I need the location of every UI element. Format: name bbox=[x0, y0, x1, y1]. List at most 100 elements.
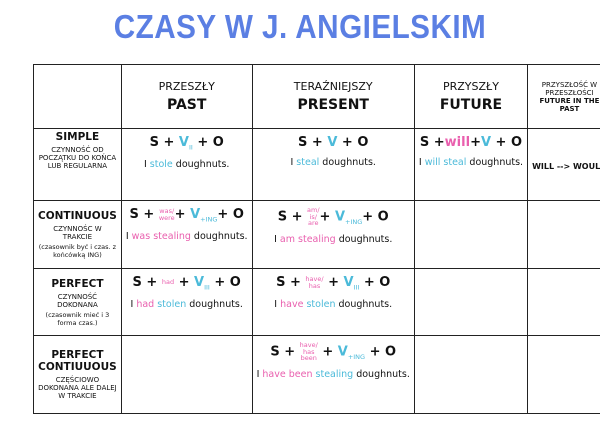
formula-cell bbox=[527, 335, 600, 414]
tense-cell: PERFECT CONTIUUOUS CZĘŚCIOWO DOKONANA ALE… bbox=[33, 335, 122, 414]
header-pl: PRZESZŁY bbox=[158, 80, 215, 93]
text-segment: I bbox=[143, 158, 150, 170]
stack-word: were bbox=[158, 213, 175, 222]
text-segment: + bbox=[323, 275, 344, 290]
stack-word: has bbox=[302, 347, 315, 356]
text-segment: I bbox=[130, 298, 137, 310]
tense-row: PERFECT CONTIUUOUS CZĘŚCIOWO DOKONANA ALE… bbox=[33, 335, 600, 414]
tense-name: CONTINUOUS bbox=[38, 210, 117, 222]
formula-cell: S +will+V + O I will steal doughnuts. bbox=[413, 128, 529, 201]
formula-cell: S + was/were + V+ING+ O I was stealing dou… bbox=[120, 200, 253, 269]
formula-cell: WILL --> WOULD bbox=[527, 128, 600, 201]
tense-name: PERFECT CONTIUUOUS bbox=[38, 349, 117, 373]
text-segment: V bbox=[337, 344, 348, 360]
text-segment: S + bbox=[270, 344, 300, 360]
header-cell: PRZESZŁY PAST bbox=[120, 64, 253, 129]
formula: S + was/were + V+ING+ O bbox=[126, 207, 248, 224]
tense-row: SIMPLE CZYNNOŚĆ OD POCZĄTKU DO KOŃCA LUB … bbox=[33, 128, 600, 201]
title: CZASY W J. ANGIELSKIM bbox=[113, 8, 487, 45]
text-segment: V bbox=[194, 275, 205, 290]
tense-desc: CZĘŚCIOWO DOKONANA ALE DALEJ W TRAKCIE bbox=[38, 376, 117, 400]
text-segment: I bbox=[290, 157, 297, 168]
stacked-words: had bbox=[162, 279, 174, 286]
example: I was stealing doughnuts. bbox=[126, 230, 248, 243]
text-segment: stolen bbox=[306, 298, 336, 310]
text-segment: + O bbox=[491, 135, 523, 150]
text-segment: + O bbox=[362, 209, 389, 225]
formula-cell: S + have/has + VIII + O I have stolen dou… bbox=[251, 268, 415, 336]
text-segment: S + bbox=[276, 275, 306, 290]
text-segment: + O bbox=[359, 275, 391, 290]
text-segment: will steal bbox=[424, 157, 467, 168]
header-cell: PRZYSZŁY FUTURE bbox=[413, 64, 529, 129]
text-segment: doughnuts. bbox=[353, 368, 410, 380]
header-en: PRESENT bbox=[297, 97, 369, 113]
tense-note: (czasownik mieć i 3 forma czas.) bbox=[45, 310, 110, 327]
text-segment: V bbox=[327, 135, 338, 150]
example: I stole doughnuts. bbox=[126, 158, 248, 171]
text-segment: doughnuts. bbox=[335, 233, 393, 245]
tense-cell: SIMPLE CZYNNOŚĆ OD POCZĄTKU DO KOŃCA LUB … bbox=[33, 128, 122, 201]
example: I am stealing doughnuts. bbox=[257, 233, 410, 246]
subscript: +ING bbox=[345, 217, 363, 226]
text-segment: doughnuts. bbox=[172, 158, 230, 170]
subscript: III bbox=[204, 283, 210, 292]
header-cell: PRZYSZŁOŚĆ W PRZESZŁOŚCI FUTURE IN THE PA… bbox=[527, 64, 600, 129]
text-segment: stole bbox=[149, 158, 173, 170]
stack-word: was/ bbox=[159, 207, 175, 215]
text-segment: WILL --> WOULD bbox=[532, 162, 600, 171]
formula: S + am/is/are + V+ING+ O bbox=[257, 207, 410, 227]
formula-cell: S + am/is/are + V+ING+ O I am stealing dou… bbox=[251, 200, 415, 269]
text-segment: I bbox=[274, 298, 281, 310]
tense-desc: CZYNNOŚC W TRAKCIE bbox=[53, 225, 102, 241]
stack-word: have/ bbox=[305, 275, 324, 283]
text-segment: have been bbox=[262, 368, 313, 380]
formula: S + VII + O bbox=[126, 135, 248, 152]
stack-word: are bbox=[308, 219, 319, 227]
example: I will steal doughnuts. bbox=[419, 156, 523, 169]
formula-cell: S + have/has been + V+ING + O I have been … bbox=[251, 335, 415, 414]
header-pl: PRZYSZŁOŚĆ W PRZESZŁOŚCI bbox=[541, 80, 598, 97]
text-segment: I bbox=[418, 157, 425, 168]
stack-word: had bbox=[161, 278, 175, 287]
formula-cell bbox=[413, 335, 529, 414]
text-segment: + O bbox=[217, 207, 244, 222]
text-segment: V bbox=[190, 207, 201, 222]
subscript: III bbox=[353, 283, 360, 292]
example: I have been stealing doughnuts. bbox=[257, 368, 410, 381]
tense-name: SIMPLE bbox=[55, 131, 100, 143]
text-segment: V bbox=[334, 209, 345, 225]
tense-cell: PERFECT CZYNNOŚĆ DOKONANA (czasownik mieć … bbox=[33, 268, 122, 336]
subscript: +ING bbox=[200, 215, 218, 224]
stacked-words: have/has bbox=[305, 276, 323, 289]
text-segment: + bbox=[174, 207, 191, 222]
header-row: PRZESZŁY PAST TERAŹNIEJSZY PRESENT PRZYSZŁY F… bbox=[33, 64, 600, 129]
text-segment: S + bbox=[149, 135, 179, 150]
example: I steal doughnuts. bbox=[257, 156, 410, 169]
formula-cell bbox=[413, 268, 529, 336]
text-segment: stolen bbox=[157, 298, 187, 310]
text-segment: V bbox=[178, 135, 189, 150]
text-segment: stealing bbox=[315, 368, 354, 380]
stack-word: is/ bbox=[309, 212, 317, 221]
text-segment: doughnuts. bbox=[186, 298, 243, 310]
text-segment: V bbox=[480, 135, 492, 150]
formula: S + V + O bbox=[257, 135, 410, 150]
tense-name: PERFECT bbox=[51, 277, 104, 290]
text-segment: + bbox=[317, 344, 338, 360]
tense-desc: CZYNNOŚĆ OD POCZĄTKU DO KOŃCA LUB REGULA… bbox=[38, 146, 117, 170]
text-segment: + bbox=[174, 275, 195, 290]
text-segment: have bbox=[280, 298, 304, 310]
text-segment: S + bbox=[277, 209, 307, 225]
text-segment: I bbox=[274, 233, 280, 245]
text-segment: + O bbox=[337, 135, 369, 150]
rule: WILL --> WOULD bbox=[532, 162, 600, 171]
subscript: +ING bbox=[347, 352, 366, 361]
text-segment: steal bbox=[296, 157, 320, 168]
text-segment: S + bbox=[132, 275, 162, 290]
text-segment: doughnuts. bbox=[335, 298, 393, 310]
formula-cell bbox=[120, 335, 253, 414]
tense-row: PERFECT CZYNNOŚĆ DOKONANA (czasownik mieć … bbox=[33, 268, 600, 336]
text-segment: am bbox=[279, 233, 295, 245]
